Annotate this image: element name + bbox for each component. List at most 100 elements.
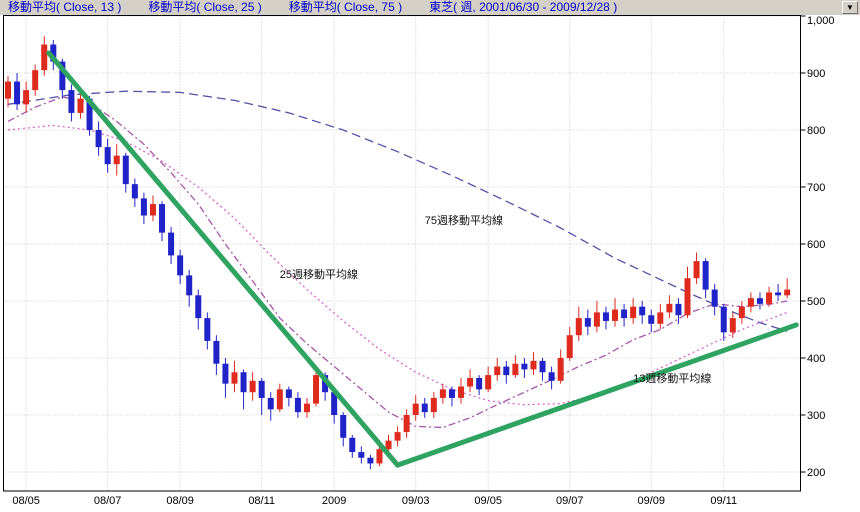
candle-body (222, 363, 229, 384)
candle-body (68, 90, 75, 113)
candle-body (186, 275, 193, 296)
candle-body (675, 303, 682, 316)
candle-body (593, 312, 600, 327)
candle-body (548, 372, 555, 381)
candle-body (738, 306, 745, 319)
candle-body (693, 261, 700, 279)
y-axis-label: 900 (807, 68, 825, 80)
candle-body (756, 298, 763, 304)
candle-body (630, 306, 637, 319)
dropdown-button[interactable]: ▼ (842, 1, 858, 14)
candle-body (313, 375, 320, 404)
trend-line (46, 50, 401, 468)
chevron-down-icon: ▼ (846, 3, 854, 12)
candle-body (711, 289, 718, 307)
candle-body (231, 372, 238, 384)
ma-line (7, 90, 788, 332)
candle-body (775, 292, 782, 296)
candle-body (403, 415, 410, 433)
candle-body (195, 295, 202, 319)
candle-body (14, 81, 21, 105)
candle-body (249, 380, 256, 393)
candle-body (584, 318, 591, 327)
y-axis-label: 500 (807, 296, 825, 308)
x-axis-label: 09/07 (556, 495, 584, 507)
candle-body (766, 292, 773, 304)
candle-body (86, 98, 93, 130)
candle-body (521, 363, 528, 370)
candle-body (113, 155, 120, 165)
candle-body (367, 457, 374, 464)
y-axis-label: 800 (807, 125, 825, 137)
chart-title: 東芝( 週, 2001/06/30 - 2009/12/28 ) (429, 0, 618, 14)
candle-body (149, 204, 156, 216)
candle-body (557, 358, 564, 381)
candle-body (5, 81, 11, 99)
candle-body (285, 389, 292, 398)
legend-ma25: 移動平均( Close, 25 ) (148, 0, 262, 14)
candle-body (77, 98, 84, 113)
x-axis-label: 08/07 (94, 495, 122, 507)
candle-body (177, 255, 184, 276)
candle-body (122, 155, 129, 185)
candle-body (467, 377, 474, 387)
candle-body (358, 452, 365, 458)
legend-ma13: 移動平均( Close, 13 ) (8, 0, 122, 14)
candle-body (168, 232, 175, 256)
candle-body (458, 386, 464, 398)
candle-body (385, 440, 392, 450)
candle-body (95, 130, 102, 148)
candle-body (240, 372, 247, 393)
candle-body (340, 415, 347, 438)
candle-body (32, 70, 39, 91)
candle-body (331, 392, 338, 415)
candle-body (684, 278, 691, 316)
ma-annotation: 25週移動平均線 (280, 267, 358, 281)
candle-body (50, 44, 57, 62)
ma-annotation: 13週移動平均線 (633, 371, 711, 385)
candle-body (349, 437, 356, 453)
candle-body (23, 90, 30, 105)
candle-body (539, 360, 546, 373)
candle-body (530, 360, 537, 370)
candle-body (784, 289, 791, 296)
candle-body (213, 340, 220, 364)
candle-body (648, 315, 655, 324)
candle-body (485, 375, 492, 390)
candle-body (657, 312, 664, 324)
candle-body (621, 309, 628, 319)
candle-body (430, 397, 437, 413)
x-axis-label: 08/11 (248, 495, 275, 507)
trend-line (395, 322, 799, 468)
candle-body (104, 147, 111, 165)
candle-body (494, 366, 501, 376)
candle-body (729, 318, 736, 333)
ma-line (7, 124, 788, 406)
candle-body (159, 204, 166, 233)
candlestick-chart: 1,000 900 800 700 600 500 400 300 200 08/05 08/07 0… (0, 15, 860, 512)
y-axis-label: 600 (807, 239, 825, 251)
chart-header: 移動平均( Close, 13 ) 移動平均( Close, 25 ) 移動平均… (0, 0, 860, 15)
candle-body (59, 61, 66, 91)
candle-body (394, 432, 401, 441)
candle-body (276, 389, 283, 410)
candle-body (412, 403, 419, 415)
candle-body (612, 309, 619, 321)
ma-annotation: 75週移動平均線 (425, 213, 503, 227)
x-axis-label: 09/05 (474, 495, 502, 507)
x-axis-label: 09/09 (637, 495, 665, 507)
candle-body (566, 335, 573, 358)
candle-body (204, 318, 211, 341)
y-axis-label: 1,000 (807, 15, 835, 27)
y-axis-label: 400 (807, 353, 825, 365)
plot-frame (3, 15, 801, 492)
x-axis-label: 08/09 (166, 495, 194, 507)
candle-body (140, 198, 147, 216)
x-axis-label: 09/03 (402, 495, 430, 507)
x-axis-label: 08/05 (12, 495, 40, 507)
x-axis-label: 09/11 (710, 495, 737, 507)
candle-body (702, 261, 709, 290)
y-axis-label: 700 (807, 182, 825, 194)
candle-body (476, 377, 483, 390)
